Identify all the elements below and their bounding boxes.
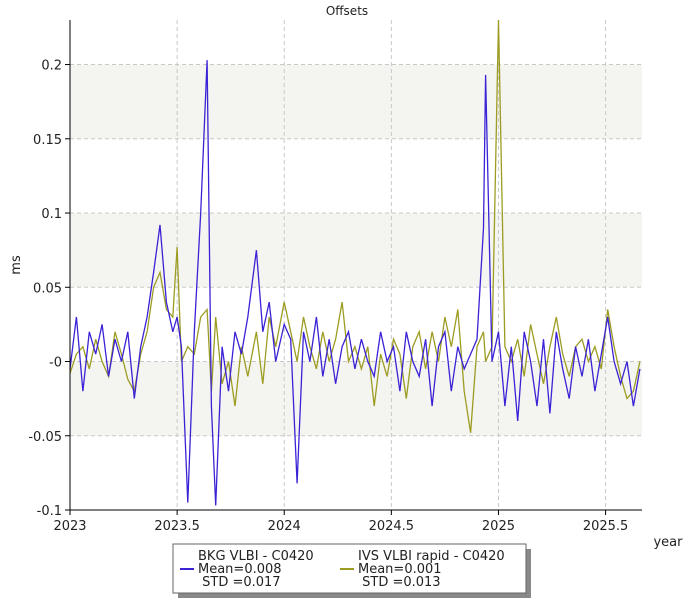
x-tick-label: 2025 [482, 519, 515, 534]
plot-area: -0.1 -0.05 -0 0.05 0.1 0.15 0.2 2023 2023.5 2024 2… [28, 19, 642, 534]
grid-band [70, 361, 642, 436]
y-tick-label: 0.1 [41, 207, 62, 222]
series-line [69, 60, 641, 506]
y-tick-label: -0 [49, 356, 62, 371]
legend-mean: Mean=0.001 [358, 562, 442, 577]
y-tick-label: -0.05 [28, 430, 62, 445]
x-tick-label: 2024 [268, 519, 301, 534]
grid-band [70, 64, 642, 139]
legend-label: IVS VLBI rapid - C0420 [358, 549, 505, 564]
legend-label: BKG VLBI - C0420 [198, 549, 314, 564]
grid-band [70, 213, 642, 288]
y-axis-label: ms [9, 255, 24, 275]
x-tick-label: 2023.5 [154, 519, 200, 534]
series-line [69, 19, 641, 433]
y-tick-label: 0.05 [33, 281, 62, 296]
legend-std: STD =0.017 [198, 575, 281, 590]
y-tick-label: 0.2 [41, 59, 62, 74]
chart-title: Offsets [326, 4, 368, 18]
x-axis-label: year [653, 535, 683, 550]
legend-std: STD =0.013 [358, 575, 441, 590]
x-tick-label: 2024.5 [369, 519, 415, 534]
legend [172, 543, 527, 594]
x-tick-label: 2025.5 [583, 519, 629, 534]
y-tick-label: 0.15 [33, 133, 62, 148]
y-tick-label: -0.1 [37, 504, 62, 519]
x-tick-label: 2023 [53, 519, 86, 534]
legend-mean: Mean=0.008 [198, 562, 282, 577]
